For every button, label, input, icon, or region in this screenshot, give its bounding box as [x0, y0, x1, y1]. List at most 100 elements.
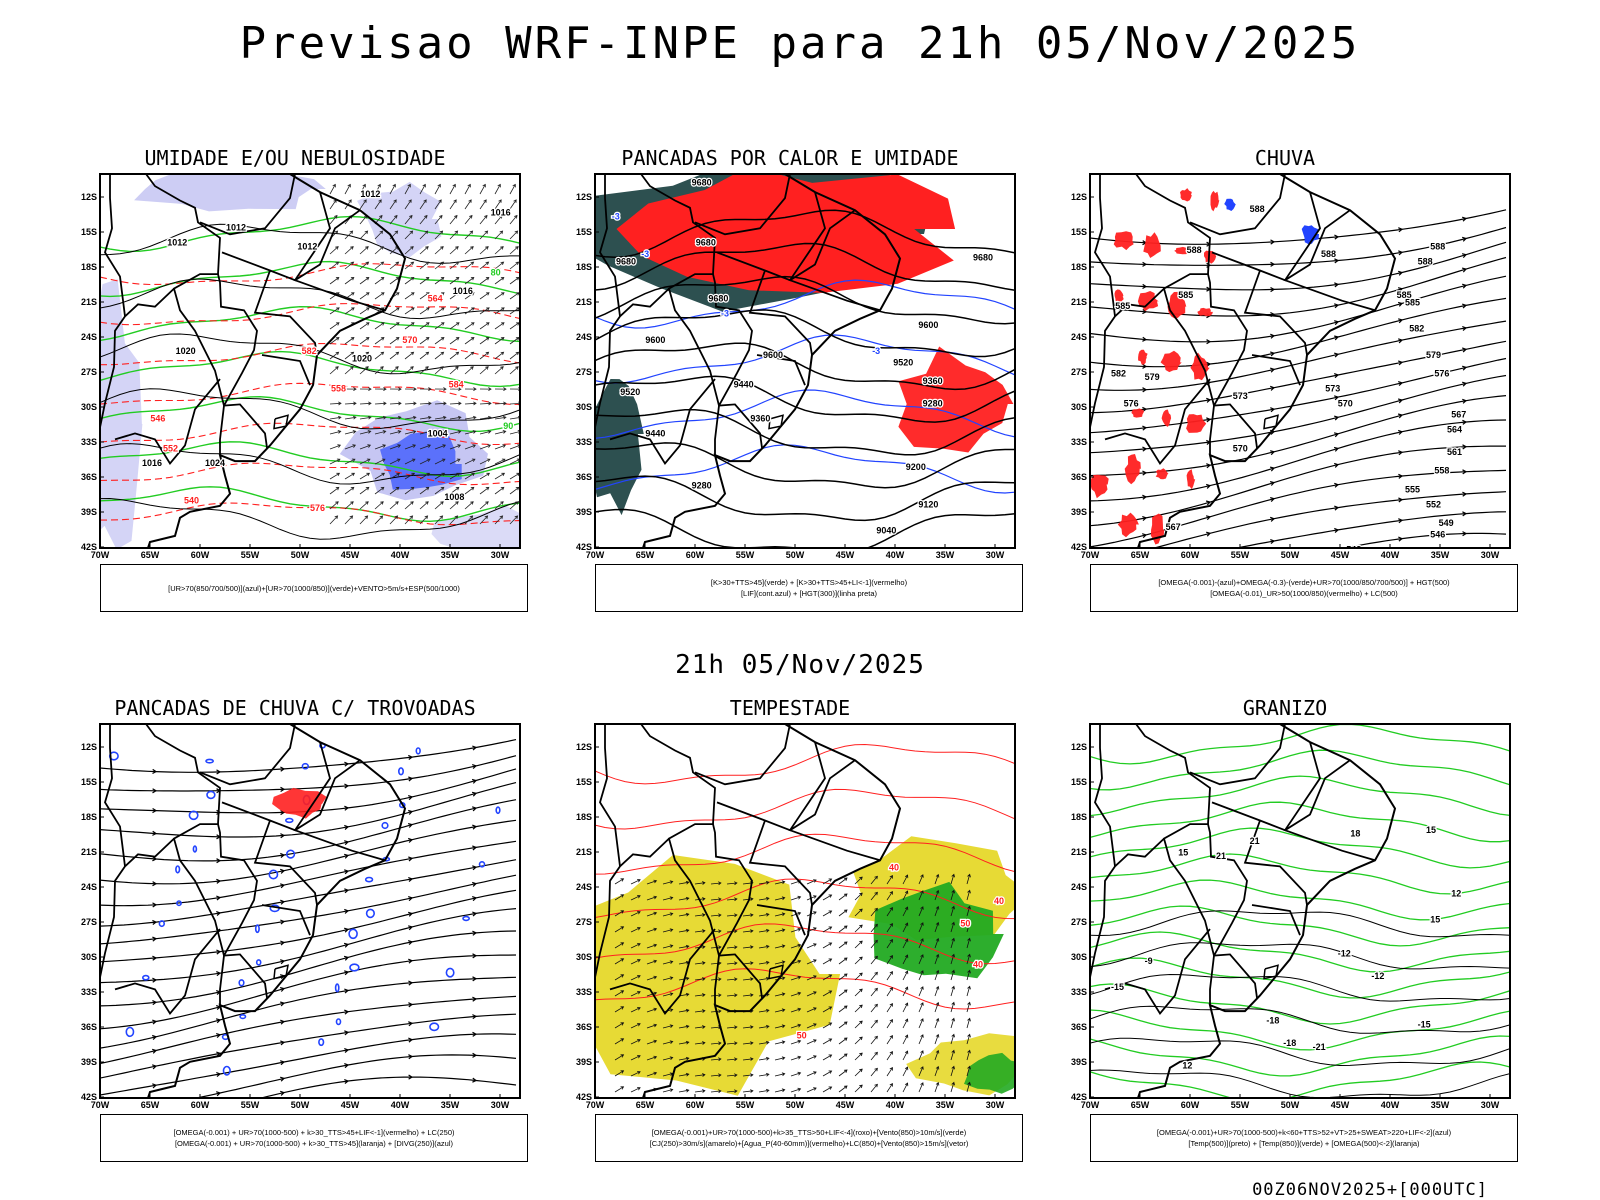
- wind-vector: [902, 1082, 909, 1093]
- wind-vector: [758, 1024, 770, 1029]
- streamline-arrow: [152, 788, 158, 794]
- lat-tick-label: 42S: [576, 1092, 592, 1102]
- wind-vector: [662, 1024, 674, 1029]
- streamline-arrow: [1142, 406, 1148, 412]
- wind-vector: [404, 366, 414, 375]
- coastline: [1137, 724, 1397, 1098]
- map-layer: 40 40 50 40 50: [595, 724, 1015, 1098]
- wind-vector: [404, 415, 417, 420]
- streamline-arrow: [1334, 320, 1340, 326]
- wind-vector: [434, 230, 444, 240]
- contour-label: -3: [721, 309, 729, 319]
- streamline-arrow: [1206, 552, 1210, 556]
- lon-tick-label: 35W: [441, 1100, 460, 1110]
- wind-vector: [950, 1081, 955, 1093]
- contour-label: 588: [1430, 241, 1445, 251]
- country-border: [145, 174, 221, 275]
- wind-vector: [694, 929, 706, 933]
- wind-vector: [359, 415, 372, 420]
- streamline-arrow: [1334, 482, 1340, 488]
- wind-vector: [359, 230, 369, 240]
- streamline-arrow: [152, 902, 158, 908]
- wind-vector: [494, 292, 505, 300]
- wind-vector: [646, 911, 658, 917]
- wind-vector: [950, 1033, 955, 1045]
- wind-vector: [838, 1037, 848, 1045]
- wind-vector: [329, 261, 340, 270]
- map-trovoadas: 70W 65W 60W 55W 50W 45W 40W 35W 30W 12S 15S 18S 21S 2…: [81, 723, 521, 1110]
- wind-vector: [950, 937, 955, 949]
- streamline-arrow: [1270, 407, 1276, 413]
- wind-vector: [886, 906, 893, 917]
- rain-area: [1197, 307, 1213, 317]
- wind-vector: [404, 472, 416, 480]
- wind-vector: [494, 430, 507, 435]
- lat-tick-label: 12S: [576, 192, 592, 202]
- wind-vector: [918, 970, 924, 981]
- wind-vector: [646, 959, 658, 965]
- wind-vector: [790, 943, 802, 949]
- wind-vector: [329, 415, 342, 420]
- lat-tick-label: 27S: [576, 917, 592, 927]
- lat-tick-label: 12S: [1071, 192, 1087, 202]
- wind-vector: [854, 988, 863, 997]
- wind-vector: [404, 387, 417, 391]
- streamline-arrow: [280, 959, 286, 965]
- lat-tick-label: 33S: [576, 437, 592, 447]
- streamline-arrow: [408, 1037, 414, 1043]
- contour-label: 9680: [708, 294, 728, 304]
- lat-tick-label: 36S: [1071, 472, 1087, 482]
- streamline-arrow: [280, 1040, 286, 1046]
- streamline: [100, 908, 517, 984]
- wind-vector: [389, 486, 400, 495]
- wind-vector: [344, 472, 356, 480]
- rain-area: [1090, 474, 1109, 499]
- wind-vector: [966, 1049, 971, 1061]
- wind-vector: [806, 1007, 817, 1013]
- divergence-spot: [415, 747, 421, 755]
- lat-tick-label: 30S: [81, 952, 97, 962]
- contour-label: 588: [1187, 245, 1202, 255]
- wind-vector: [934, 921, 940, 933]
- streamline-arrow: [280, 809, 286, 816]
- wind-vector: [434, 366, 444, 375]
- rain-area: [1155, 468, 1169, 480]
- contour-label: 558: [1434, 466, 1449, 476]
- streamline-arrow: [280, 883, 286, 889]
- wind-vector: [886, 1002, 893, 1013]
- wind-vector: [464, 199, 472, 210]
- wind-vector: [509, 214, 518, 225]
- divergence-spot: [254, 924, 260, 934]
- streamline-arrow: [1397, 301, 1404, 307]
- divergence-spot: [188, 810, 199, 821]
- panel-title: CHUVA: [1254, 146, 1316, 170]
- streamline: [1090, 275, 1507, 343]
- contour-label: 570: [1233, 443, 1248, 453]
- wind-vector: [389, 261, 400, 270]
- lat-tick-label: 12S: [81, 192, 97, 202]
- wind-vector: [886, 1034, 893, 1045]
- contour-label: -3: [641, 249, 649, 259]
- lat-tick-label: 39S: [1071, 1057, 1087, 1067]
- streamline-arrow: [280, 1019, 286, 1025]
- wind-vector: [479, 261, 490, 270]
- contour-label: 9440: [645, 428, 665, 438]
- country-border: [1251, 354, 1301, 386]
- streamline-arrow: [152, 919, 158, 925]
- contour-label: 540: [184, 496, 199, 506]
- wind-vector: [950, 1049, 955, 1061]
- country-border: [1104, 928, 1211, 1016]
- country-border: [1162, 823, 1248, 957]
- panel-title: PANCADAS DE CHUVA C/ TROVOADAS: [114, 696, 476, 720]
- wind-vector: [434, 337, 445, 345]
- streamline-arrow: [1398, 318, 1404, 324]
- contour-label: 546: [1430, 529, 1445, 539]
- wind-vector: [509, 183, 516, 195]
- wind-vector: [662, 928, 674, 933]
- contour-label: 1012: [360, 189, 380, 199]
- geopotential-contour: [595, 242, 1015, 291]
- wind-vector: [494, 183, 501, 195]
- streamline-arrow: [1142, 309, 1148, 315]
- wind-vector: [966, 1081, 971, 1093]
- wind-vector: [950, 1017, 955, 1029]
